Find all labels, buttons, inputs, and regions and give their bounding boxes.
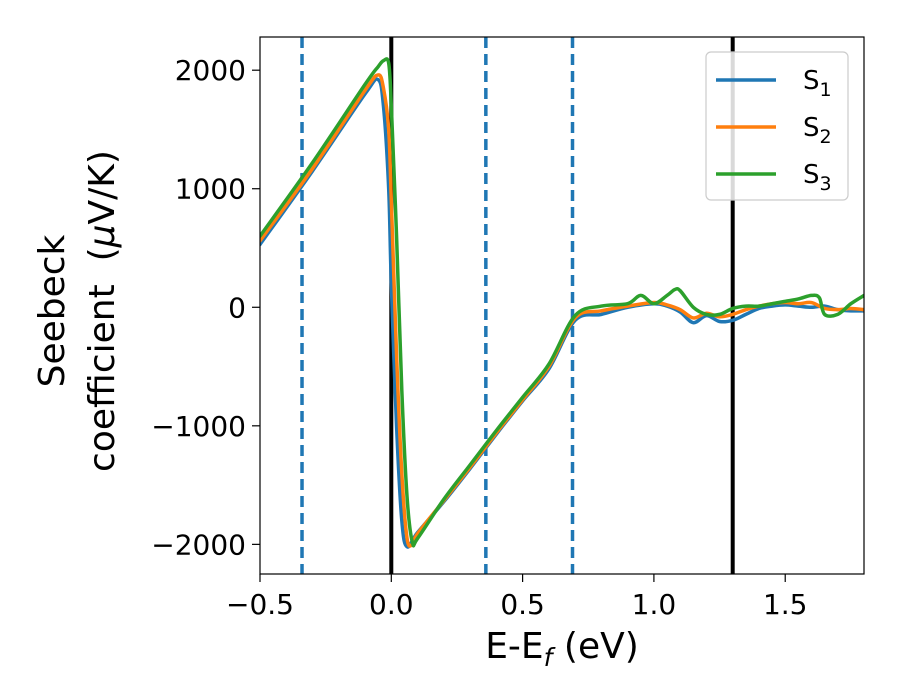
y-tick-label: −2000 — [151, 528, 246, 561]
legend-label-s2: S2 — [803, 113, 832, 148]
legend-label-s3: S3 — [803, 160, 832, 195]
y-tick-label: −1000 — [151, 410, 246, 443]
y-axis-ticks: −2000 −1000 0 1000 2000 — [151, 54, 260, 561]
y-tick-label: 0 — [228, 291, 246, 324]
x-tick-label: 1.5 — [763, 588, 808, 621]
x-tick-label: 0.0 — [369, 588, 414, 621]
x-tick-label: 0.5 — [500, 588, 545, 621]
legend-box — [705, 51, 849, 201]
x-tick-label: 1.0 — [632, 588, 677, 621]
y-axis-label-line1: Seebeck — [32, 234, 73, 387]
legend: S1 S2 S3 — [705, 51, 849, 201]
y-axis-label-line2: coefficient (μV/K) — [82, 150, 123, 472]
series-lines — [260, 57, 864, 549]
series-line-s3 — [260, 57, 864, 548]
legend-label-s1: S1 — [803, 66, 832, 101]
x-axis-label: E-Ef (eV) — [485, 626, 639, 672]
plot-frame — [259, 36, 865, 575]
y-tick-label: 2000 — [175, 54, 246, 87]
series-line-s1 — [260, 77, 864, 549]
y-tick-label: 1000 — [175, 173, 246, 206]
x-tick-label: −0.5 — [226, 588, 294, 621]
x-axis-ticks: −0.5 0.0 0.5 1.0 1.5 — [226, 574, 807, 621]
